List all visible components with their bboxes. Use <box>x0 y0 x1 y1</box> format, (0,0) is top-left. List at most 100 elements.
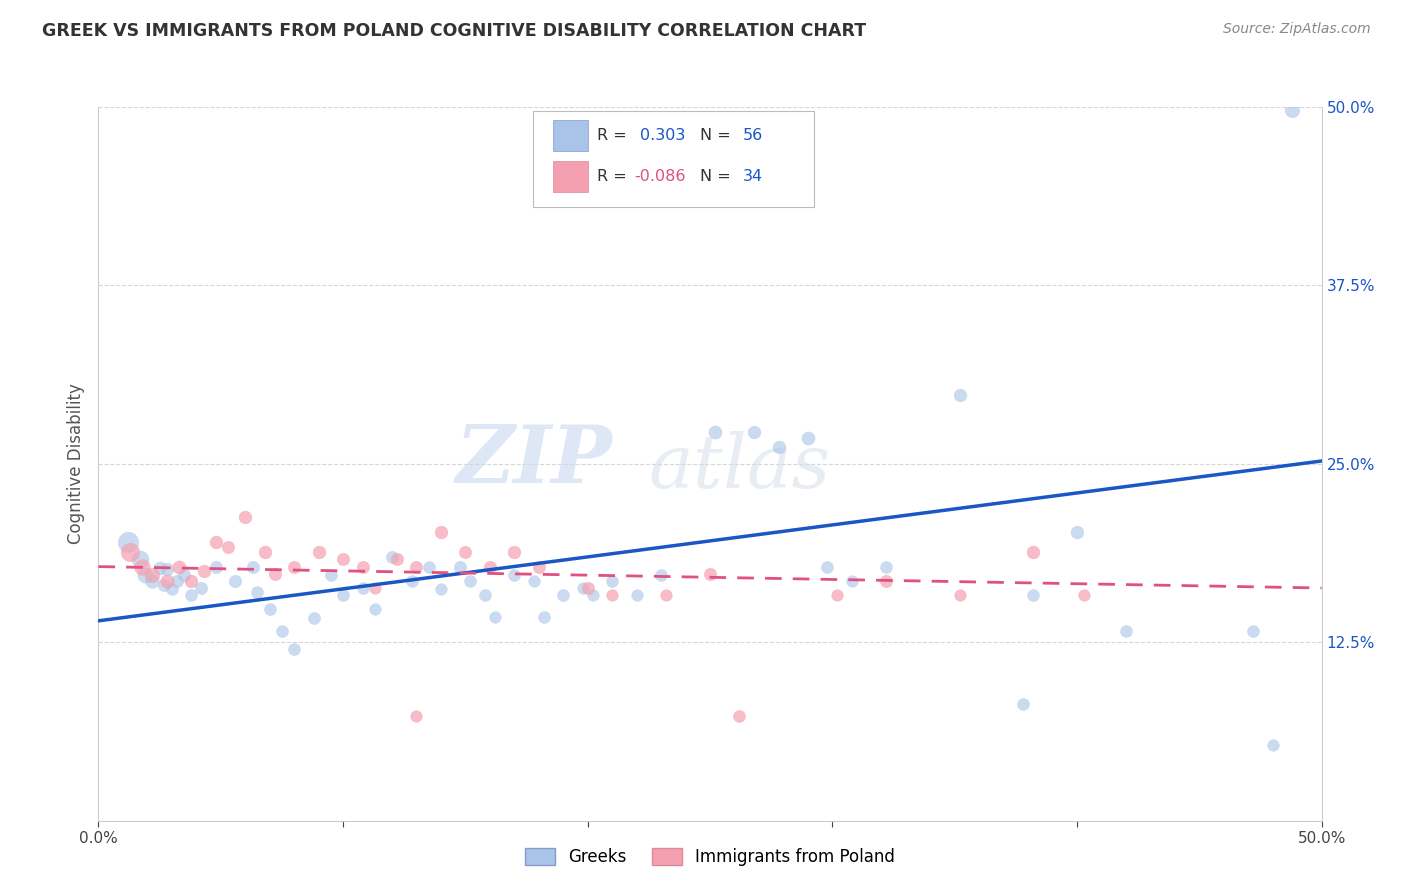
Point <box>134 568 156 582</box>
Point <box>600 574 623 588</box>
Point <box>401 574 423 588</box>
Point <box>948 588 970 602</box>
Point <box>430 525 453 540</box>
Point <box>1241 624 1264 638</box>
Point <box>381 549 404 564</box>
Point <box>703 425 725 440</box>
Point <box>224 574 246 588</box>
Point <box>1022 545 1045 559</box>
Text: N =: N = <box>700 128 737 143</box>
Point <box>626 588 648 602</box>
Point <box>553 588 575 602</box>
Point <box>875 559 897 574</box>
FancyBboxPatch shape <box>554 161 588 192</box>
Point <box>474 588 496 602</box>
Point <box>242 559 264 574</box>
Point <box>655 588 678 602</box>
Point <box>364 581 387 595</box>
Point <box>650 568 672 582</box>
Point <box>332 588 354 602</box>
Point <box>156 574 179 588</box>
Point <box>193 564 215 578</box>
Point <box>768 440 790 454</box>
Text: -0.086: -0.086 <box>634 169 686 184</box>
Point <box>1066 525 1088 540</box>
Point <box>527 559 550 574</box>
Point <box>233 509 256 524</box>
Point <box>572 581 595 595</box>
Text: GREEK VS IMMIGRANTS FROM POLAND COGNITIVE DISABILITY CORRELATION CHART: GREEK VS IMMIGRANTS FROM POLAND COGNITIV… <box>42 22 866 40</box>
Point <box>699 566 721 581</box>
Text: 0.303: 0.303 <box>640 128 686 143</box>
Point <box>153 578 176 592</box>
Point <box>117 535 139 549</box>
Point <box>270 624 294 638</box>
Point <box>141 574 163 588</box>
Point <box>484 609 506 624</box>
Point <box>405 559 427 574</box>
Point <box>173 568 195 582</box>
Point <box>156 562 179 576</box>
Point <box>825 588 848 602</box>
FancyBboxPatch shape <box>554 120 588 152</box>
Point <box>180 574 202 588</box>
Point <box>352 581 374 595</box>
Point <box>129 552 152 566</box>
Text: R =: R = <box>598 169 633 184</box>
Point <box>283 642 305 657</box>
Point <box>385 552 408 566</box>
Point <box>131 559 153 574</box>
Point <box>283 559 305 574</box>
Text: Source: ZipAtlas.com: Source: ZipAtlas.com <box>1223 22 1371 37</box>
Point <box>581 588 603 602</box>
Point <box>302 611 325 625</box>
Point <box>418 559 440 574</box>
Point <box>332 552 354 566</box>
Point <box>160 582 183 597</box>
Legend: Greeks, Immigrants from Poland: Greeks, Immigrants from Poland <box>519 841 901 873</box>
Y-axis label: Cognitive Disability: Cognitive Disability <box>66 384 84 544</box>
FancyBboxPatch shape <box>533 111 814 207</box>
Point <box>503 545 526 559</box>
Point <box>523 574 546 588</box>
Point <box>352 559 374 574</box>
Point <box>166 574 188 588</box>
Point <box>253 545 276 559</box>
Text: 34: 34 <box>742 169 763 184</box>
Point <box>167 559 190 574</box>
Point <box>533 609 555 624</box>
Point <box>817 559 839 574</box>
Point <box>1073 588 1095 602</box>
Point <box>503 568 526 582</box>
Point <box>797 431 820 445</box>
Point <box>364 602 387 616</box>
Point <box>149 561 172 575</box>
Text: ZIP: ZIP <box>456 422 612 499</box>
Point <box>259 602 281 616</box>
Text: R =: R = <box>598 128 633 143</box>
Point <box>576 581 599 595</box>
Point <box>180 588 202 602</box>
Point <box>217 540 239 554</box>
Point <box>742 425 765 440</box>
Point <box>450 559 472 574</box>
Point <box>430 582 453 597</box>
Point <box>319 568 342 582</box>
Point <box>405 709 427 723</box>
Point <box>841 574 863 588</box>
Point <box>1115 624 1137 638</box>
Point <box>1012 697 1035 711</box>
Point <box>454 545 477 559</box>
Point <box>478 559 501 574</box>
Point <box>875 574 897 588</box>
Point <box>948 388 970 402</box>
Text: 56: 56 <box>742 128 763 143</box>
Point <box>600 588 623 602</box>
Point <box>120 545 142 559</box>
Point <box>308 545 330 559</box>
Text: N =: N = <box>700 169 737 184</box>
Point <box>205 535 228 549</box>
Point <box>728 709 751 723</box>
Point <box>458 574 481 588</box>
Point <box>1281 103 1303 117</box>
